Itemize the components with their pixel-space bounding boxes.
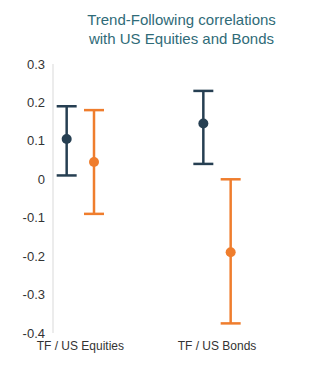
svg-text:-0.2: -0.2 [23, 249, 45, 264]
svg-text:-0.4: -0.4 [23, 326, 45, 341]
svg-text:-0.1: -0.1 [23, 210, 45, 225]
svg-text:0.2: 0.2 [27, 95, 45, 110]
html-text:Trend-Following correlations w: Trend-Following correlations with US Equ… [87, 11, 276, 47]
svg-text:0: 0 [38, 172, 45, 187]
svg-text:-0.3: -0.3 [23, 287, 45, 302]
svg-text:0.3: 0.3 [27, 57, 45, 72]
svg-text:TF / US Equities: TF / US Equities [37, 339, 124, 353]
svg-text:0.1: 0.1 [27, 133, 45, 148]
svg-text:TF / US Bonds: TF / US Bonds [178, 339, 257, 353]
